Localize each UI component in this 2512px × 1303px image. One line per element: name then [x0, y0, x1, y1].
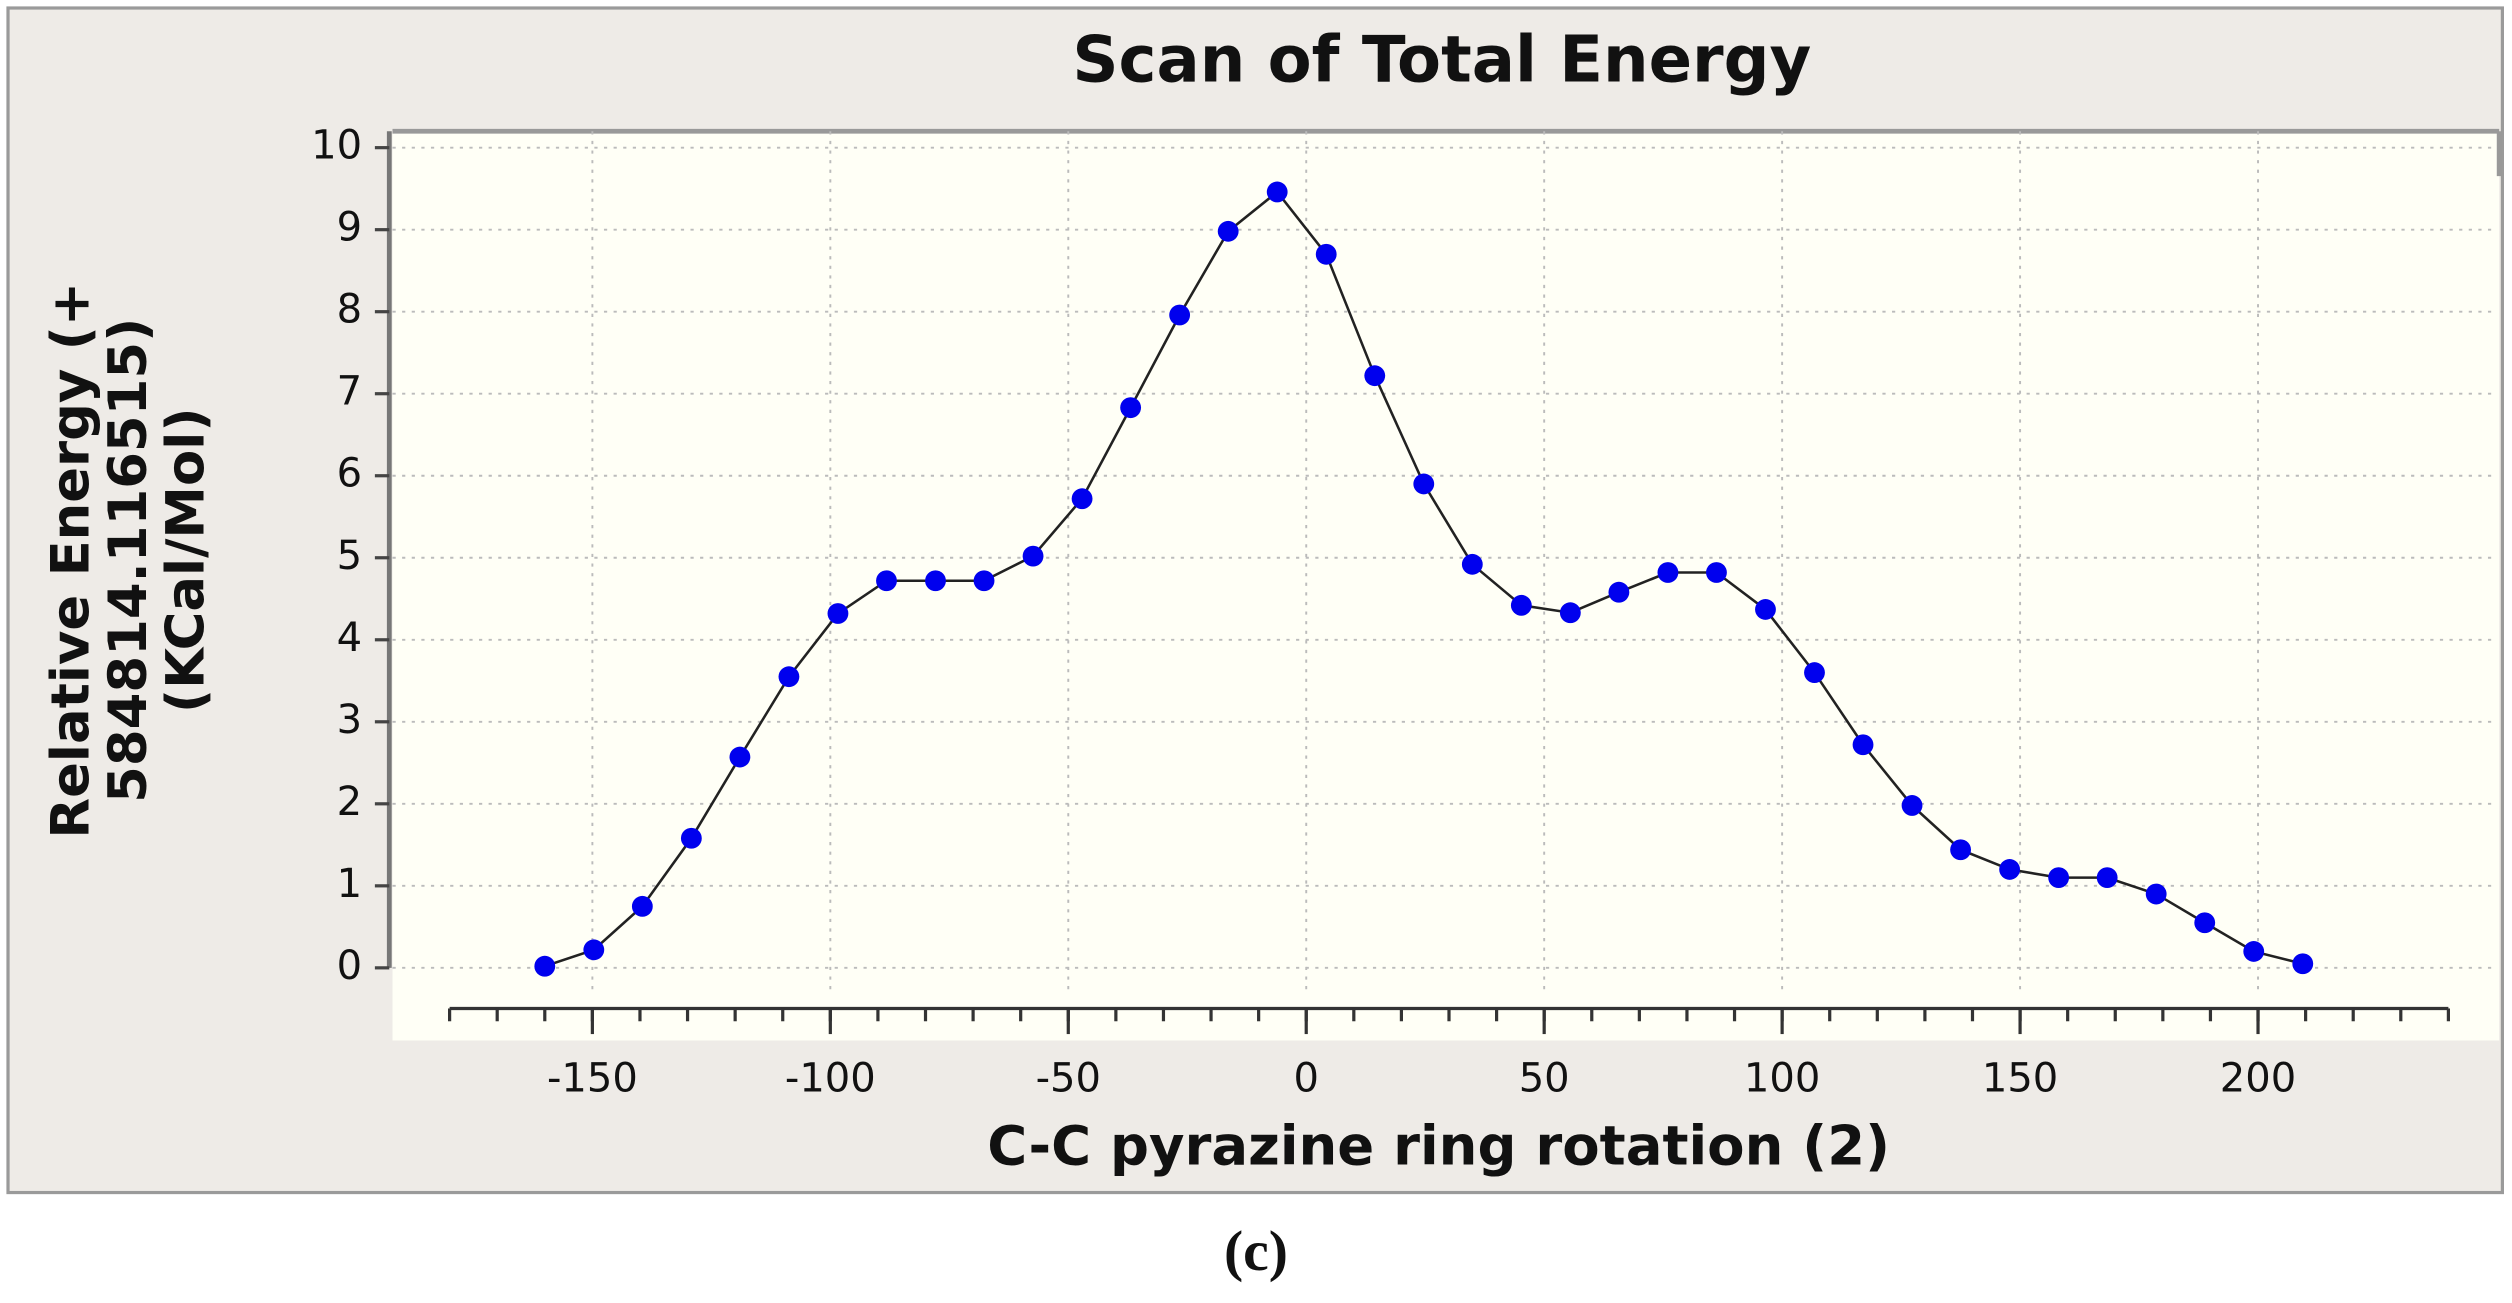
data-point: [1901, 795, 1923, 816]
data-point: [2292, 953, 2314, 975]
data-point: [1755, 599, 1776, 620]
x-tick-label: -50: [1036, 1056, 1101, 1102]
y-tick-label: 7: [337, 369, 362, 415]
data-point: [1852, 734, 1874, 756]
data-point: [1022, 545, 1044, 567]
x-tick-label: 200: [2220, 1056, 2296, 1102]
data-point: [1657, 562, 1679, 583]
data-point: [1461, 553, 1483, 575]
data-point: [1120, 397, 1142, 419]
data-point: [729, 746, 751, 768]
data-point: [1510, 594, 1532, 616]
x-tick-label: -150: [547, 1056, 638, 1102]
data-point: [534, 955, 556, 977]
y-tick-label: 8: [337, 287, 362, 333]
y-tick-label: 2: [337, 779, 362, 825]
x-tick-label: 50: [1519, 1056, 1570, 1102]
data-point: [778, 666, 800, 688]
y-axis-label-line: (KCal/Mol): [156, 407, 217, 713]
data-point: [1999, 859, 2021, 880]
data-point: [1266, 181, 1288, 203]
data-point: [1804, 662, 1825, 683]
data-point: [2145, 883, 2167, 905]
caption: (c): [1224, 1220, 1288, 1283]
data-point: [583, 939, 605, 961]
y-tick-label: 5: [337, 533, 362, 579]
y-axis-label: Relative Energy (+584814.116515)(KCal/Mo…: [40, 282, 216, 839]
data-point: [1608, 581, 1630, 603]
data-point: [1706, 562, 1727, 583]
data-point: [876, 570, 897, 592]
data-point: [1559, 602, 1581, 624]
data-point: [1950, 839, 1972, 861]
chart-title: Scan of Total Energy: [1072, 24, 1811, 98]
plot-area: [392, 131, 2500, 1041]
data-point: [2048, 867, 2070, 889]
data-point: [1315, 243, 1337, 265]
data-point: [1217, 220, 1239, 242]
data-point: [2096, 867, 2118, 889]
axes: 0 1 2 3 4 5 6 7 8 9 10 -150 -100 -50 0 50 100 150 200: [311, 123, 2450, 1102]
data-point: [1071, 488, 1093, 510]
data-point: [680, 827, 702, 849]
marks: [534, 181, 2314, 977]
y-tick-label: 10: [311, 123, 362, 169]
data-point: [1169, 304, 1191, 326]
y-tick-label: 0: [337, 943, 362, 989]
data-point: [631, 895, 653, 917]
data-point: [2194, 912, 2216, 934]
y-tick-label: 4: [337, 615, 362, 661]
y-tick-label: 3: [337, 697, 362, 743]
y-tick-label: 9: [337, 205, 362, 251]
data-point: [973, 570, 995, 592]
data-point: [827, 603, 849, 624]
y-axis-label-line: 584814.116515): [98, 318, 159, 803]
data-point: [925, 570, 946, 592]
x-tick-label: 150: [1982, 1056, 2058, 1102]
x-tick-label: 100: [1744, 1056, 1820, 1102]
x-axis-label: C-C pyrazine ring rotation (2): [987, 1113, 1890, 1177]
data-point: [1413, 473, 1435, 495]
x-tick-label: -100: [785, 1056, 876, 1102]
x-tick-label: 0: [1293, 1056, 1318, 1102]
y-tick-label: 1: [337, 861, 362, 907]
data-point: [1364, 365, 1386, 387]
y-tick-label: 6: [337, 451, 362, 497]
data-point: [2243, 941, 2265, 962]
y-axis-label-line: Relative Energy (+: [40, 282, 101, 839]
